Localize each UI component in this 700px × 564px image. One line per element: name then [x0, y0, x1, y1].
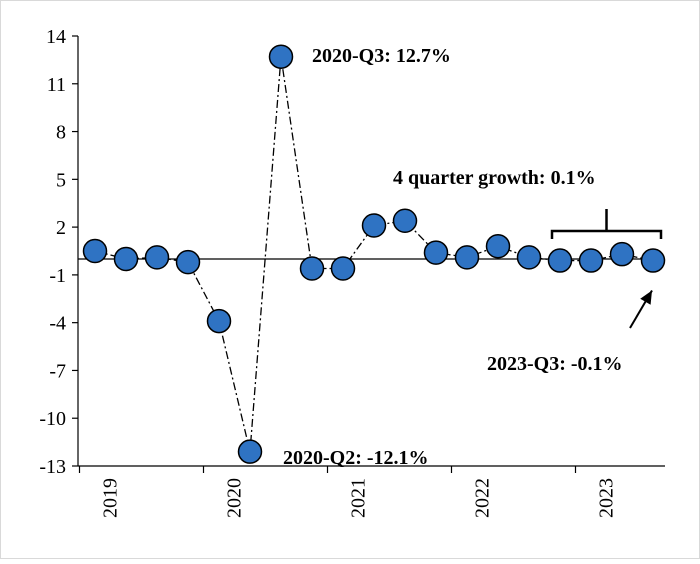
y-tick-label: -7 — [49, 360, 66, 382]
y-tick-label: 8 — [56, 122, 66, 144]
data-point-2023-Q3 — [640, 248, 666, 273]
data-point-2021-Q2 — [361, 213, 387, 238]
x-tick-label: 2021 — [348, 478, 370, 518]
y-tick-label: 14 — [46, 26, 66, 48]
data-point-2020-Q4 — [299, 256, 325, 281]
data-point-2019-Q3 — [144, 245, 170, 270]
data-point-2023-Q2 — [609, 241, 635, 267]
data-point-2023-Q1 — [578, 248, 604, 273]
data-point-2021-Q4 — [423, 240, 449, 265]
four-quarter-bracket — [550, 209, 663, 239]
axes: 14 11 8 5 2 -1 -4 -7 -10 -13 2019 2020 2021 2022 2023 — [39, 26, 665, 518]
y-tick-label: 11 — [47, 74, 66, 96]
series-points — [82, 44, 666, 464]
data-point-2019-Q4 — [175, 249, 201, 275]
annotation-arrow-head — [640, 290, 652, 305]
data-point-2020-Q1 — [206, 308, 232, 334]
data-point-2019-Q2 — [113, 246, 139, 272]
data-point-2020-Q3 — [268, 44, 294, 69]
y-tick-label: -1 — [49, 265, 66, 287]
data-point-2021-Q1 — [330, 256, 356, 281]
x-tick-label: 2023 — [596, 478, 618, 518]
annotation-graphics — [550, 209, 663, 329]
data-point-2022-Q2 — [485, 233, 511, 259]
y-tick-label: -4 — [49, 313, 66, 335]
annotation-2020-q3: 2020-Q3: 12.7% — [312, 45, 451, 67]
annotation-2020-q2: 2020-Q2: -12.1% — [283, 447, 429, 469]
data-point-2022-Q3 — [516, 245, 542, 270]
y-tick-label: -13 — [39, 456, 66, 478]
data-point-2022-Q1 — [454, 245, 480, 270]
x-tick-label: 2022 — [472, 478, 494, 518]
annotation-2023-q3: 2023-Q3: -0.1% — [487, 353, 623, 375]
data-point-2022-Q4 — [547, 248, 573, 273]
data-point-2021-Q3 — [392, 208, 418, 233]
x-tick-label: 2020 — [224, 478, 246, 518]
data-point-2020-Q2 — [237, 439, 263, 464]
y-tick-label: -10 — [39, 408, 66, 430]
annotation-four-quarter-growth: 4 quarter growth: 0.1% — [393, 167, 596, 189]
y-tick-label: 2 — [56, 217, 66, 239]
y-tick-label: 5 — [56, 169, 66, 191]
x-tick-label: 2019 — [100, 478, 122, 518]
data-point-2019-Q1 — [82, 238, 108, 264]
